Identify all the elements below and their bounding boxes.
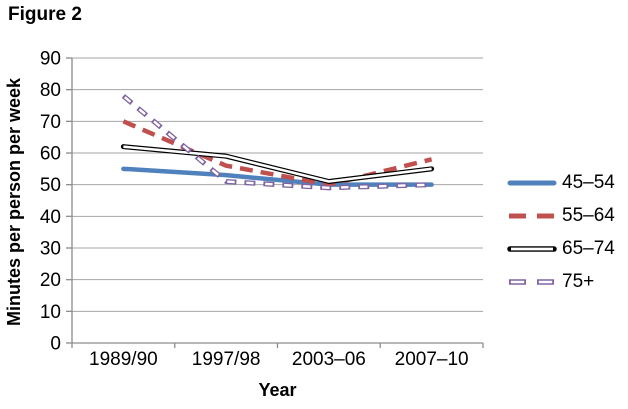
series-line-75+-inner (122, 95, 432, 190)
legend-label: 75+ (562, 270, 595, 292)
legend-label: 45–54 (562, 171, 615, 193)
y-tick-label: 70 (40, 112, 61, 133)
y-tick-label: 10 (40, 302, 61, 323)
figure-title: Figure 2 (8, 4, 82, 25)
y-tick-label: 0 (50, 334, 61, 355)
y-tick-label: 60 (40, 144, 61, 165)
y-tick-label: 50 (40, 175, 61, 196)
x-tick-label: 1997/98 (192, 349, 261, 370)
legend-item-75+: 75+ (506, 265, 615, 298)
legend-item-65-74: 65–74 (506, 232, 615, 265)
y-tick-label: 90 (40, 49, 61, 70)
x-tick-label: 2003–06 (292, 349, 366, 370)
legend-item-45-54: 45–54 (506, 166, 615, 199)
legend-line-sample (509, 213, 555, 218)
y-tick-label: 40 (40, 207, 61, 228)
y-tick-label: 20 (40, 270, 61, 291)
y-tick-label: 80 (40, 80, 61, 101)
legend-line-sample (507, 180, 557, 185)
chart-legend: 45–54 55–64 65–74 75+ (506, 166, 615, 298)
legend-item-55-64: 55–64 (506, 199, 615, 232)
legend-label: 65–74 (562, 237, 615, 259)
series-line-65-74-inner (123, 145, 432, 183)
x-axis-title: Year (258, 380, 296, 400)
x-tick-label: 2007–10 (395, 349, 469, 370)
y-tick-label: 30 (40, 239, 61, 260)
y-axis-title: Minutes per person per week (4, 77, 24, 326)
legend-line-sample (509, 278, 555, 285)
x-tick-label: 1989/90 (89, 349, 158, 370)
legend-line-sample (507, 245, 557, 252)
legend-label: 55–64 (562, 204, 615, 226)
